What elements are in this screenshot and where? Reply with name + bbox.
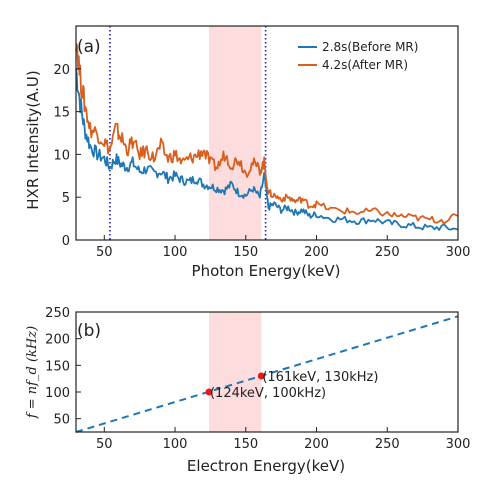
panel-a-y-ticks: 0 5 10 15 20 bbox=[53, 63, 81, 249]
x-tick-label: 200 bbox=[304, 245, 329, 260]
x-tick-label: 300 bbox=[446, 437, 471, 452]
panel-b-y-ticks: 50 100 150 200 250 bbox=[45, 306, 81, 428]
y-tick-label: 100 bbox=[45, 386, 70, 401]
panel-b-x-axis-label: Electron Energy(keV) bbox=[187, 457, 345, 475]
y-tick-label: 150 bbox=[45, 359, 70, 374]
panel-a-x-ticks: 50 100 150 200 250 300 bbox=[96, 235, 470, 260]
panel-b-frame bbox=[75, 311, 459, 433]
series-line bbox=[75, 43, 459, 225]
legend-label-after-mr: 4.2s(After MR) bbox=[322, 58, 408, 72]
x-tick-label: 250 bbox=[375, 437, 400, 452]
panel-a-shaded-band bbox=[208, 26, 262, 240]
y-tick-label: 250 bbox=[45, 306, 70, 321]
y-tick-label: 5 bbox=[62, 191, 70, 206]
legend-label-before-mr: 2.8s(Before MR) bbox=[322, 40, 418, 54]
y-tick-label: 10 bbox=[53, 148, 70, 163]
panel-a-legend: 2.8s(Before MR) 4.2s(After MR) bbox=[298, 40, 418, 72]
panel-b-shaded-band bbox=[208, 312, 262, 432]
y-tick-label: 50 bbox=[53, 413, 70, 428]
x-tick-label: 150 bbox=[233, 437, 258, 452]
highlight-point bbox=[257, 372, 265, 380]
panel-b-points: (124keV, 100kHz)(161keV, 130kHz) bbox=[205, 370, 378, 401]
panel-b-label: (b) bbox=[77, 321, 101, 341]
point-label: (124keV, 100kHz) bbox=[210, 386, 326, 401]
x-tick-label: 100 bbox=[163, 245, 188, 260]
panel-b-series bbox=[75, 315, 459, 433]
panel-a-frame bbox=[75, 25, 459, 241]
y-tick-label: 200 bbox=[45, 333, 70, 348]
legend-entry-before-mr: 2.8s(Before MR) bbox=[298, 40, 418, 54]
panel-a: 50 100 150 200 250 300 0 5 10 15 20 (a) Photon En… bbox=[24, 25, 470, 280]
point-label: (161keV, 130kHz) bbox=[262, 370, 378, 385]
series-line bbox=[75, 315, 459, 433]
x-tick-label: 50 bbox=[96, 245, 113, 260]
series-line bbox=[75, 68, 459, 231]
x-tick-label: 200 bbox=[304, 437, 329, 452]
x-tick-label: 100 bbox=[163, 437, 188, 452]
panel-b-y-axis-label: f = nf_d (kHz) bbox=[25, 326, 40, 419]
y-tick-label: 20 bbox=[53, 63, 70, 78]
x-tick-label: 150 bbox=[233, 245, 258, 260]
panel-a-y-axis-label: HXR Intensity(A.U) bbox=[24, 70, 42, 209]
x-tick-label: 250 bbox=[375, 245, 400, 260]
highlight-point bbox=[205, 388, 213, 396]
panel-a-x-axis-label: Photon Energy(keV) bbox=[192, 262, 341, 280]
panel-a-label: (a) bbox=[77, 37, 101, 57]
x-tick-label: 300 bbox=[446, 245, 471, 260]
y-tick-label: 0 bbox=[62, 234, 70, 249]
x-tick-label: 50 bbox=[96, 437, 113, 452]
panel-a-series bbox=[75, 43, 459, 231]
panel-b: (124keV, 100kHz)(161keV, 130kHz) 50 100 15… bbox=[25, 306, 470, 475]
y-tick-label: 15 bbox=[53, 106, 70, 121]
legend-entry-after-mr: 4.2s(After MR) bbox=[298, 58, 408, 72]
panel-b-x-ticks: 50 100 150 200 250 300 bbox=[96, 427, 470, 452]
